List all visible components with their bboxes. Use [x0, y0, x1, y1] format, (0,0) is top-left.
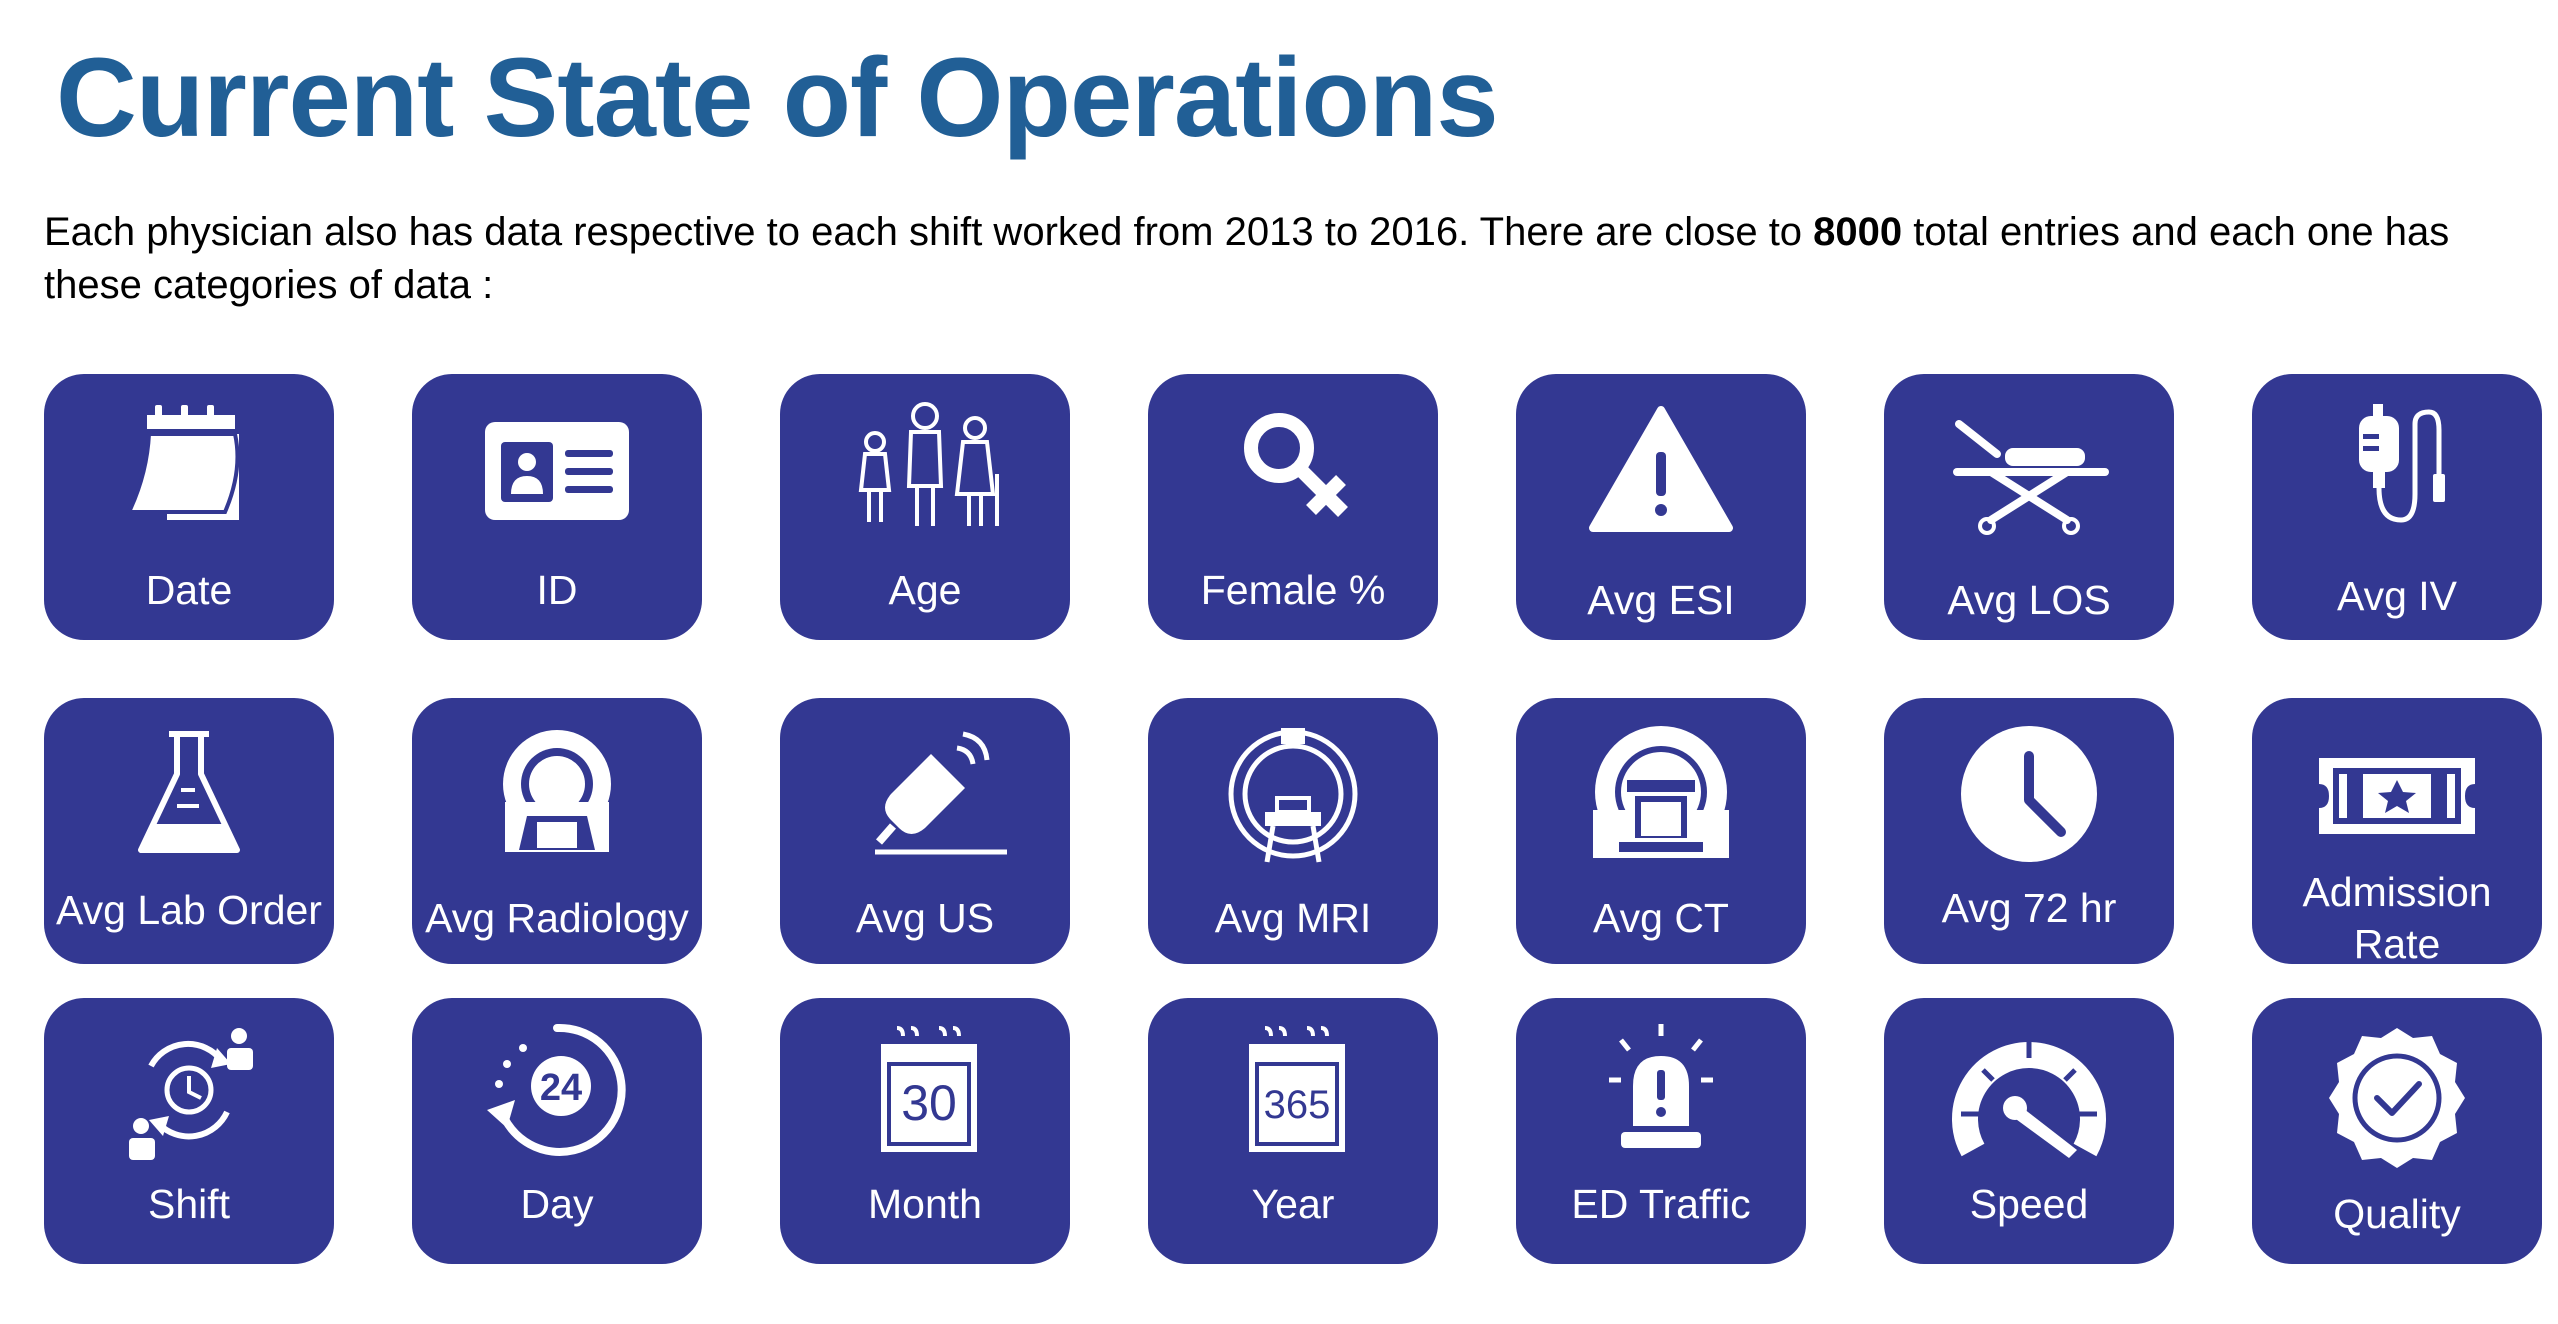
category-tile-age: Age — [780, 374, 1070, 640]
female-symbol-icon — [1244, 413, 1348, 517]
category-tile-id: ID — [412, 374, 702, 640]
category-tile-avg-us: Avg US — [780, 698, 1070, 964]
category-tile-date: Date — [44, 374, 334, 640]
category-label: Admission Rate — [2302, 869, 2492, 964]
category-label: Avg 72 hr — [1941, 885, 2117, 931]
category-label: Date — [145, 567, 233, 613]
speedometer-icon — [1952, 1032, 2106, 1158]
clock-icon — [1961, 726, 2097, 862]
category-tile-avg-ct: Avg CT — [1516, 698, 1806, 964]
category-label: Avg CT — [1593, 895, 1729, 941]
calendar-365-icon: 365 — [1249, 1026, 1345, 1152]
category-tile-avg-iv: Avg IV — [2252, 374, 2542, 640]
category-label: Shift — [147, 1181, 231, 1227]
category-label: ED Traffic — [1571, 1181, 1751, 1227]
category-label: ID — [536, 567, 578, 613]
category-tile-avg-72-hr: Avg 72 hr — [1884, 698, 2174, 964]
stretcher-icon — [1953, 420, 2109, 535]
category-label: Avg Lab Order — [56, 887, 322, 933]
category-tile-ed-traffic: ED Traffic — [1516, 998, 1806, 1264]
category-label: Avg US — [855, 895, 995, 941]
category-label: Avg IV — [2336, 573, 2458, 619]
iv-bag-icon — [2359, 404, 2445, 523]
category-tile-year: 365 Year — [1148, 998, 1438, 1264]
lab-flask-icon — [138, 731, 240, 853]
category-label: Avg ESI — [1587, 577, 1735, 623]
calendar-page-icon — [125, 405, 240, 520]
category-label: Quality — [2333, 1191, 2461, 1237]
ultrasound-probe-icon — [875, 731, 1007, 855]
family-people-icon — [858, 402, 999, 526]
category-tile-day: 24 Day — [412, 998, 702, 1264]
entry-count: 8000 — [1813, 210, 1903, 254]
shift-rotation-icon — [129, 1028, 253, 1160]
category-tile-female-pct: Female % — [1148, 374, 1438, 640]
intro-text-end: total entries and each one has these cat… — [44, 210, 2450, 307]
category-tile-speed: Speed — [1884, 998, 2174, 1264]
category-tile-avg-lab-order: Avg Lab Order — [44, 698, 334, 964]
radiology-scanner-icon — [503, 730, 611, 852]
page-title: Current State of Operations — [56, 35, 1499, 160]
siren-icon — [1609, 1024, 1713, 1148]
ct-scanner-icon — [1593, 726, 1729, 858]
svg-text:24: 24 — [540, 1067, 582, 1109]
category-label: Avg LOS — [1947, 577, 2111, 623]
category-tile-avg-esi: Avg ESI — [1516, 374, 1806, 640]
svg-text:365: 365 — [1264, 1083, 1331, 1127]
category-label: Year — [1251, 1181, 1335, 1227]
category-label: Day — [520, 1181, 594, 1227]
category-tile-avg-los: Avg LOS — [1884, 374, 2174, 640]
category-label: Avg Radiology — [425, 895, 689, 941]
category-tile-quality: Quality — [2252, 998, 2542, 1264]
id-card-icon — [485, 422, 629, 520]
category-tile-month: 30 Month — [780, 998, 1070, 1264]
category-tile-shift: Shift — [44, 998, 334, 1264]
category-label: Age — [888, 567, 962, 613]
calendar-30-icon: 30 — [881, 1026, 977, 1152]
category-label: Speed — [1969, 1181, 2089, 1227]
24-hour-icon: 24 — [487, 1023, 626, 1156]
intro-paragraph: Each physician also has data respective … — [44, 206, 2524, 312]
admission-ticket-icon — [2319, 758, 2475, 834]
category-tile-avg-radiology: Avg Radiology — [412, 698, 702, 964]
category-label: Month — [868, 1181, 982, 1227]
svg-text:30: 30 — [901, 1075, 957, 1131]
warning-triangle-icon — [1589, 406, 1733, 532]
intro-text: Each physician also has data respective … — [44, 210, 1814, 254]
category-label: Avg MRI — [1214, 895, 1372, 941]
quality-badge-icon — [2329, 1028, 2465, 1168]
mri-machine-icon — [1228, 728, 1358, 863]
category-tile-avg-mri: Avg MRI — [1148, 698, 1438, 964]
category-label: Female % — [1200, 567, 1386, 613]
category-tile-admission-rate: Admission Rate — [2252, 698, 2542, 964]
